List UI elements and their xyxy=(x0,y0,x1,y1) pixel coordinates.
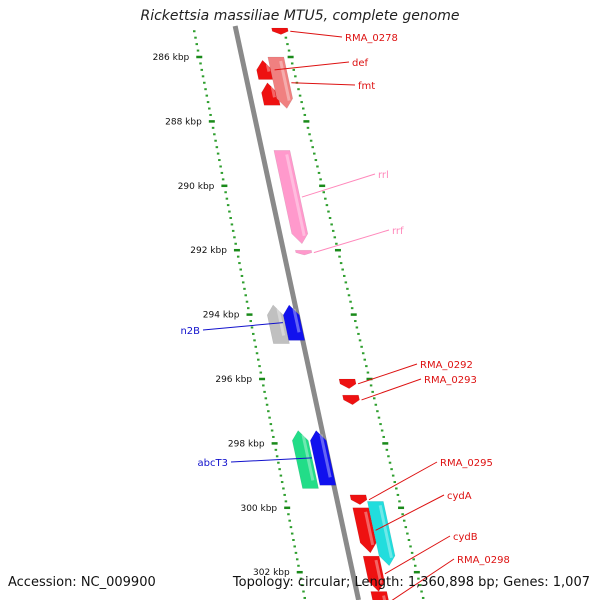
label-leader-line xyxy=(375,494,445,531)
gene-feature-shade xyxy=(301,434,315,481)
gene-feature-rrl[interactable] xyxy=(273,150,309,245)
gene-feature-shade xyxy=(276,308,286,336)
gene-feature-shade xyxy=(270,86,276,98)
gene-feature-shade xyxy=(285,154,306,237)
gene-feature-rrf[interactable] xyxy=(295,249,313,256)
gene-feature-cydA_cyan[interactable] xyxy=(367,501,396,567)
gene-feature-shade xyxy=(378,505,393,559)
gene-feature-abcT3[interactable] xyxy=(309,430,337,486)
gene-feature-shade xyxy=(279,60,291,101)
kbp-ticks-layer xyxy=(192,30,425,599)
label-leader-line xyxy=(391,558,455,600)
gene-feature-RMA_0292[interactable] xyxy=(338,378,357,389)
gene-feature-shade xyxy=(319,434,332,478)
gene-label-cydA: cydA xyxy=(447,491,472,502)
gene-feature-shade xyxy=(382,595,387,600)
kbp-tick-label: 300 kbp xyxy=(240,504,277,514)
gene-label-fmt: fmt xyxy=(358,81,375,92)
label-leader-line xyxy=(313,229,390,254)
gene-feature-RMA_0278[interactable] xyxy=(271,27,289,35)
gene-feature-shade xyxy=(292,308,301,333)
gene-label-RMA_0278: RMA_0278 xyxy=(345,33,398,44)
kbp-tick-label: 298 kbp xyxy=(228,439,265,449)
gene-feature-RMA_0295[interactable] xyxy=(349,494,368,505)
label-leader-line xyxy=(361,378,422,401)
label-leader-line xyxy=(202,322,283,331)
label-leader-line xyxy=(384,535,451,575)
gene-feature-cydB[interactable] xyxy=(362,555,385,592)
gene-feature-n2B_gray[interactable] xyxy=(266,304,290,344)
gene-feature-shade xyxy=(265,63,271,72)
gene-feature-RMA_0298[interactable] xyxy=(370,591,389,600)
kbp-tick-label: 294 kbp xyxy=(203,311,240,321)
label-leader-line xyxy=(357,363,418,385)
accession-label: Accession: NC_009900 xyxy=(8,575,156,590)
gene-label-RMA_0293: RMA_0293 xyxy=(424,375,477,386)
kbp-tick-label: 288 kbp xyxy=(165,117,202,127)
gene-label-RMA_0298: RMA_0298 xyxy=(457,555,510,566)
gene-label-abcT3: abcT3 xyxy=(198,458,228,469)
kbp-tick-label: 286 kbp xyxy=(153,53,190,63)
gene-label-def: def xyxy=(352,58,369,69)
label-leader-line xyxy=(230,457,313,463)
gene-feature-cydA[interactable] xyxy=(352,507,377,554)
gene-feature-shade xyxy=(364,511,375,546)
gene-feature-fmt[interactable] xyxy=(267,56,293,109)
label-leader-line xyxy=(368,461,438,501)
gene-label-RMA_0292: RMA_0292 xyxy=(420,360,473,371)
label-leader-line xyxy=(290,30,343,38)
feature-labels-layer: 286 kbp 288 kbp 290 kbp 292 kbp 294 kbp 296 k… xyxy=(153,30,510,600)
gene-feature-abcT3_green[interactable] xyxy=(291,430,319,489)
gene-feature-shade xyxy=(374,559,383,584)
gene-feature-n2B[interactable] xyxy=(282,304,306,341)
kbp-tick-label: 296 kbp xyxy=(215,375,252,385)
map-title: Rickettsia massiliae MTU5, complete geno… xyxy=(140,8,460,24)
kbp-tick-label: 292 kbp xyxy=(190,246,227,256)
features-layer[interactable] xyxy=(256,27,396,600)
kbp-tick-label: 302 kbp xyxy=(253,568,290,578)
label-leader-line xyxy=(291,82,356,86)
gene-label-rrl: rrl xyxy=(378,170,389,181)
gene-label-RMA_0295: RMA_0295 xyxy=(440,458,493,469)
gene-label-n2B: n2B xyxy=(180,326,200,337)
label-leader-line xyxy=(274,61,350,71)
gene-label-cydB: cydB xyxy=(453,532,478,543)
label-leader-line xyxy=(301,173,376,198)
kbp-tick-label: 290 kbp xyxy=(178,182,215,192)
gene-label-rrf: rrf xyxy=(392,226,404,237)
gene-feature-RMA_0293[interactable] xyxy=(342,394,360,406)
topology-summary: Topology: circular; Length: 1,360,898 bp… xyxy=(232,575,590,590)
